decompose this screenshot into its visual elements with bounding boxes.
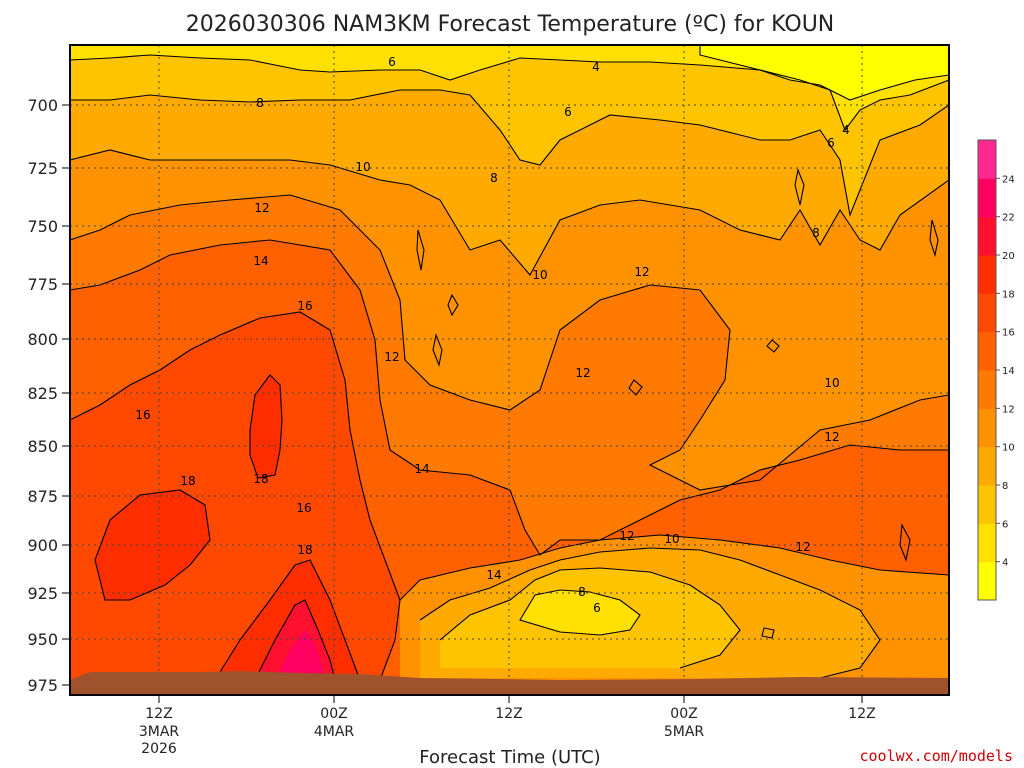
- x-tick-label: 12Z: [495, 706, 522, 722]
- contour-label: 10: [824, 376, 839, 390]
- contour-label: 18: [180, 474, 195, 488]
- contour-label: 6: [593, 601, 601, 615]
- y-tick-label: 800: [27, 330, 58, 349]
- contour-label: 12: [254, 201, 269, 215]
- contour-label: 10: [664, 532, 679, 546]
- contour-label: 16: [296, 501, 311, 515]
- contour-label: 14: [414, 462, 429, 476]
- y-tick-label: 975: [27, 676, 58, 695]
- colorbar-segment: [978, 331, 996, 371]
- contour-label: 12: [795, 540, 810, 554]
- colorbar-label: 24: [1002, 174, 1015, 185]
- x-tick-label: 12Z: [848, 706, 875, 722]
- band-18-20-core: [250, 375, 282, 478]
- colorbar-label: 4: [1002, 558, 1008, 569]
- colorbar-segment: [978, 178, 996, 218]
- contour-label: 8: [812, 226, 820, 240]
- x-tick-label: 5MAR: [664, 724, 705, 740]
- contour-label: 8: [578, 585, 586, 599]
- x-tick-label: 00Z: [670, 706, 697, 722]
- contour-label: 6: [564, 105, 572, 119]
- band-22-26: [275, 630, 325, 680]
- contour-label: 12: [619, 529, 634, 543]
- contour-label: 4: [592, 60, 600, 74]
- y-tick-label: 850: [27, 437, 58, 456]
- colorbar-label: 16: [1002, 328, 1015, 339]
- colorbar-segment: [978, 408, 996, 448]
- gridlines: [70, 45, 949, 680]
- y-tick-label: 750: [27, 217, 58, 236]
- band-18-20: [95, 490, 210, 600]
- colorbar-segment: [978, 370, 996, 409]
- colorbar-segment: [978, 485, 996, 524]
- x-axis-title: Forecast Time (UTC): [419, 747, 600, 768]
- y-tick-label: 775: [27, 275, 58, 294]
- contour-lines: [70, 45, 949, 681]
- colorbar-segment: [978, 293, 996, 333]
- contour-label: 16: [297, 299, 312, 313]
- colorbar-label: 10: [1002, 443, 1015, 454]
- contour-label: 4: [842, 123, 850, 137]
- chart-title: 2026030306 NAM3KM Forecast Temperature (…: [186, 12, 835, 37]
- x-tick-label: 00Z: [320, 706, 347, 722]
- colorbar-segment: [978, 523, 996, 563]
- contour-label: 14: [486, 568, 501, 582]
- y-tick-label: 875: [27, 487, 58, 506]
- y-tick-label: 825: [27, 384, 58, 403]
- contour-label: 12: [824, 430, 839, 444]
- colorbar-label: 6: [1002, 519, 1008, 530]
- contour-label: 12: [634, 265, 649, 279]
- x-tick-label: 12Z: [145, 706, 172, 722]
- contour-label: 18: [297, 543, 312, 557]
- x-tick-label: 2026: [141, 741, 177, 757]
- colorbar-segment: [978, 216, 996, 256]
- colorbar-segment: [978, 255, 996, 294]
- colorbar-label: 14: [1002, 366, 1015, 377]
- contour-label: 6: [827, 136, 835, 150]
- contour-label: 16: [135, 408, 150, 422]
- y-tick-label: 725: [27, 159, 58, 178]
- colorbar-label: 22: [1002, 213, 1015, 224]
- band-2-4: [700, 45, 949, 100]
- contour-label: 12: [575, 366, 590, 380]
- colorbar-segment: [978, 140, 996, 179]
- colorbar-label: 18: [1002, 289, 1015, 300]
- y-tick-label: 700: [27, 96, 58, 115]
- y-tick-label: 900: [27, 536, 58, 555]
- contour-label: 6: [388, 55, 396, 69]
- colorbar-label: 12: [1002, 404, 1015, 415]
- contour-label: 8: [256, 96, 264, 110]
- contour-label: 10: [355, 160, 370, 174]
- x-tick-label: 4MAR: [314, 724, 355, 740]
- colorbar-segment: [978, 561, 996, 601]
- band-4-6: [70, 45, 949, 130]
- colorbar: 4 6 8 10 12 14 16 18 20 22 24: [977, 139, 1015, 601]
- contour-label: 14: [253, 254, 268, 268]
- colorbar-segment: [978, 446, 996, 486]
- contour-label: 10: [532, 268, 547, 282]
- x-tick-label: 3MAR: [139, 724, 180, 740]
- y-tick-label: 925: [27, 584, 58, 603]
- contour-label: 18: [253, 472, 268, 486]
- y-axis: 700 725 750 775 800 825 850 875 900 925 950 975: [27, 96, 70, 695]
- contour-label: 8: [490, 171, 498, 185]
- colorbar-label: 8: [1002, 481, 1008, 492]
- ground-terrain: [70, 671, 949, 695]
- y-tick-label: 950: [27, 630, 58, 649]
- credit-text: coolwx.com/models: [859, 747, 1013, 765]
- colorbar-label: 20: [1002, 251, 1015, 262]
- band-6-cool-pocket: [520, 590, 640, 635]
- contour-label: 12: [384, 350, 399, 364]
